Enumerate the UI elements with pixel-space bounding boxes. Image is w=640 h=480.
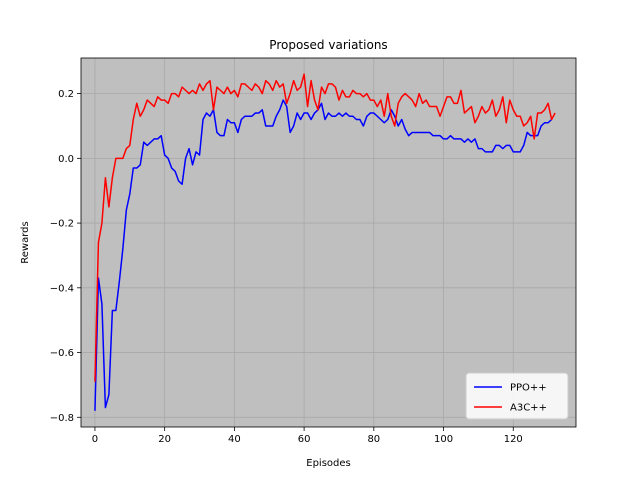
x-tick-label: 0 — [92, 434, 98, 445]
x-tick-label: 40 — [228, 434, 241, 445]
series-line-a3c- — [94, 73, 556, 382]
chart-title: Proposed variations — [269, 38, 387, 52]
x-tick-label: 100 — [434, 434, 453, 445]
x-tick-label: 20 — [158, 434, 171, 445]
y-axis-label: Rewards — [20, 221, 31, 263]
series-line-ppo- — [94, 99, 553, 411]
y-tick-label: −0.6 — [50, 348, 74, 359]
y-tick-label: −0.2 — [50, 219, 74, 230]
x-tick-label: 60 — [298, 434, 311, 445]
x-tick-label: 120 — [504, 434, 523, 445]
legend: PPO++ A3C++ — [465, 372, 569, 420]
x-tick-label: 80 — [367, 434, 380, 445]
x-axis-label: Episodes — [306, 458, 350, 469]
series-lines — [94, 73, 556, 411]
y-tick-label: −0.8 — [50, 413, 74, 424]
plot-area — [81, 58, 576, 427]
y-tick-label: 0.2 — [58, 89, 74, 100]
y-tick-label: 0.0 — [58, 154, 74, 165]
y-tick-label: −0.4 — [50, 283, 74, 294]
legend-label: A3C++ — [510, 403, 547, 414]
axis-ticks: 0 20 40 60 80 100 120 −0.8 −0.6 −0.4 −0.2 0.0 0.2 — [50, 89, 523, 445]
legend-label: PPO++ — [510, 383, 547, 394]
plot-frame — [80, 57, 577, 428]
